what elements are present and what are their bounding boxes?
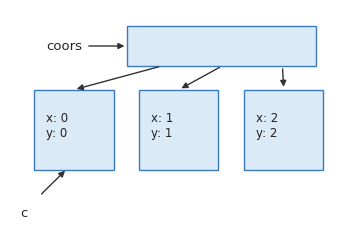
Text: coors: coors: [46, 39, 83, 53]
Bar: [139, 90, 218, 170]
Text: x: 2
y: 2: x: 2 y: 2: [256, 112, 279, 140]
Text: x: 0
y: 0: x: 0 y: 0: [46, 112, 68, 140]
Text: c: c: [21, 207, 28, 220]
Bar: [127, 26, 316, 66]
Text: x: 1
y: 1: x: 1 y: 1: [151, 112, 174, 140]
Bar: [244, 90, 323, 170]
Bar: [34, 90, 114, 170]
